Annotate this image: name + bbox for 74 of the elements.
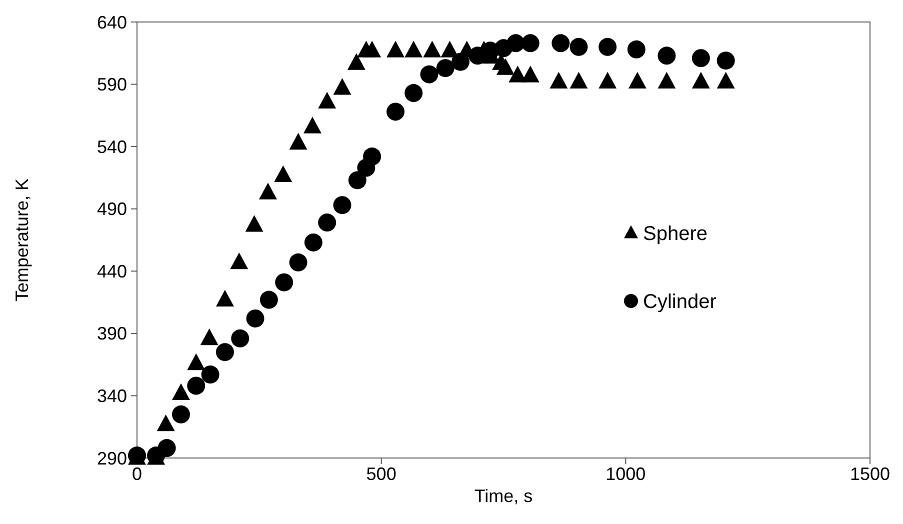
point: [451, 52, 470, 71]
point: [552, 34, 570, 52]
point: [508, 66, 527, 82]
point: [570, 38, 588, 56]
legend-label: Sphere: [643, 223, 708, 245]
point: [231, 329, 250, 348]
point: [506, 34, 525, 52]
point: [230, 252, 248, 270]
y-tick-label: 640: [96, 12, 127, 32]
point: [404, 40, 423, 58]
point: [258, 182, 277, 200]
legend-label: Cylinder: [643, 291, 717, 313]
x-axis-title: Time, s: [474, 486, 533, 506]
y-tick-label: 390: [96, 324, 127, 344]
point: [436, 59, 454, 78]
point: [289, 253, 308, 272]
point: [440, 40, 459, 58]
point: [692, 72, 710, 89]
point: [333, 196, 352, 214]
point: [363, 148, 382, 166]
point: [521, 34, 540, 52]
point: [172, 405, 190, 424]
point: [386, 40, 405, 58]
point: [246, 309, 264, 328]
point: [598, 38, 617, 56]
y-tick-label: 490: [96, 199, 127, 220]
point: [716, 72, 735, 89]
point: [304, 233, 322, 252]
point: [570, 72, 588, 89]
point: [274, 165, 292, 182]
point: [386, 102, 405, 121]
point: [521, 66, 540, 82]
y-axis-title: Temperature, K: [12, 178, 32, 302]
point: [156, 414, 175, 432]
point: [348, 171, 366, 190]
y-tick-label: 540: [96, 136, 127, 157]
y-tick-label: 590: [96, 74, 127, 95]
point: [363, 40, 382, 58]
point: [627, 40, 646, 58]
point: [550, 72, 568, 89]
point: [201, 366, 220, 384]
point: [420, 65, 438, 84]
y-tick-label: 440: [96, 261, 127, 282]
point: [187, 376, 206, 395]
point: [187, 353, 206, 370]
point: [598, 72, 617, 89]
point: [404, 84, 423, 102]
point: [260, 290, 278, 309]
x-tick-label: 0: [132, 464, 142, 484]
point: [628, 72, 646, 89]
point: [318, 214, 336, 232]
x-tick-label: 500: [366, 464, 396, 484]
y-tick-label: 340: [96, 386, 127, 406]
point: [245, 215, 264, 232]
point: [303, 116, 322, 134]
point: [158, 439, 176, 458]
point: [496, 58, 514, 75]
point: [289, 132, 308, 150]
point: [658, 46, 676, 65]
point: [692, 49, 710, 68]
point: [333, 78, 352, 95]
point: [318, 92, 336, 108]
point: [658, 72, 676, 89]
point: [423, 40, 442, 58]
point: [347, 53, 366, 70]
point: [275, 273, 294, 292]
point: [216, 290, 234, 307]
x-tick-label: 1000: [606, 464, 646, 484]
point: [172, 383, 190, 400]
y-tick-label: 290: [96, 448, 127, 468]
point: [216, 343, 234, 362]
point: [716, 52, 735, 70]
point: [200, 328, 218, 346]
x-tick-label: 1500: [850, 464, 890, 484]
